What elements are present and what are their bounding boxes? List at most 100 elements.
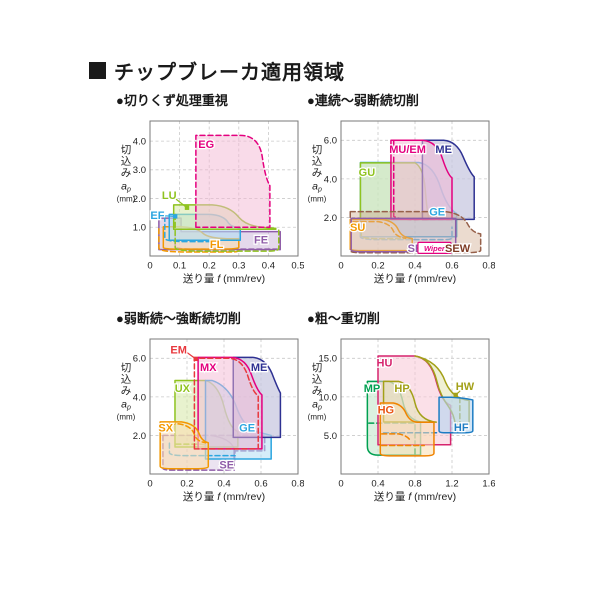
chart-block-continuous: ●連続〜弱断続切削 2.0 4.0 6.0 0 0.2 0.4 0.6 0.8 送り量 f (m… (305, 90, 496, 286)
x-tick-label: 0 (338, 261, 343, 272)
label-marker-HW (453, 392, 458, 398)
label-MX: MX (200, 362, 217, 374)
label-marker-LU (184, 205, 190, 210)
plot-border (149, 120, 299, 257)
x-tick-label: 0 (147, 479, 152, 490)
x-tick-label: 0.8 (482, 261, 495, 272)
y-tick-label: 4.0 (133, 392, 146, 403)
plot-border (340, 338, 490, 475)
label-GE: GE (429, 207, 445, 219)
label-GU: GU (359, 167, 376, 179)
chart-canvas-heavy: 5.0 10.0 15.0 0 0.4 0.8 1.2 1.6 送り量 f (mm/rev) 切込… (308, 338, 495, 503)
chart-canvas-continuous: 2.0 4.0 6.0 0 0.2 0.4 0.6 0.8 送り量 f (mm/rev) 切込みa… (308, 120, 495, 285)
chart-canvas-interrupted: 2.0 4.0 6.0 0 0.2 0.4 0.6 0.8 送り量 f (mm/rev) 切込みa… (117, 338, 304, 503)
y-axis-title-char: 切 (121, 362, 132, 374)
region-MX (197, 356, 263, 450)
y-axis-title-char: 込 (121, 156, 132, 168)
y-tick-label: 2.0 (133, 194, 146, 205)
y-tick-label: 3.0 (133, 165, 146, 176)
x-axis-title: 送り量 f (mm/rev) (374, 490, 456, 503)
title-square-icon (89, 62, 106, 79)
x-tick-label: 0.2 (180, 479, 193, 490)
region-SX-dashed (161, 423, 207, 444)
x-tick-label: 0.4 (217, 479, 230, 490)
y-tick-label: 6.0 (133, 354, 146, 365)
y-axis-unit: (mm) (117, 195, 136, 204)
y-axis-unit: (mm) (308, 413, 327, 422)
label-marker-EM (193, 356, 198, 362)
y-axis-symbol: ap (121, 399, 131, 412)
label-SU: SU (350, 222, 365, 234)
label-UX: UX (175, 383, 191, 395)
x-axis-title: 送り量 f (mm/rev) (183, 490, 265, 503)
y-tick-label: 4.0 (324, 174, 337, 185)
region-HG-dashed (380, 433, 425, 447)
x-tick-label: 0.4 (408, 261, 421, 272)
label-ME: ME (251, 362, 268, 374)
region-HG (379, 402, 435, 457)
plot-border (149, 338, 299, 475)
y-axis-title-char: み (312, 167, 323, 179)
label-LU: LU (162, 190, 177, 202)
label-Wiper: Wiper (424, 244, 446, 253)
y-tick-label: 1.0 (133, 223, 146, 234)
label-HF: HF (454, 422, 469, 434)
label-HW: HW (456, 381, 475, 393)
x-tick-label: 0 (147, 261, 152, 272)
chart-subtitle-chip-control: ●切りくず処理重視 (116, 93, 228, 108)
label-SE: SE (219, 459, 234, 471)
label-FL: FL (210, 239, 224, 251)
x-tick-label: 0.6 (445, 261, 458, 272)
charts-grid: ●切りくず処理重視 1.0 2.0 3.0 4.0 0 0.1 0.2 0.3 0.4 0.5 送り… (114, 90, 496, 504)
y-tick-label: 2.0 (324, 213, 337, 224)
x-tick-label: 0.5 (291, 261, 304, 272)
label-HU: HU (377, 358, 393, 370)
label-HG: HG (378, 405, 395, 417)
label-SX: SX (158, 423, 173, 435)
region-MU/EM (390, 139, 453, 221)
chart-subtitle-heavy: ●粗〜重切削 (307, 311, 380, 326)
label-ME: ME (435, 144, 452, 156)
y-axis-unit: (mm) (308, 195, 327, 204)
y-axis-symbol: ap (312, 181, 322, 194)
x-tick-label: 0 (338, 479, 343, 490)
y-tick-label: 10.0 (319, 392, 338, 403)
label-HP: HP (394, 383, 409, 395)
y-axis-title-char: み (121, 385, 132, 397)
label-badge-Wiper (417, 241, 452, 254)
region-HF (438, 396, 474, 434)
plot-border (340, 120, 490, 257)
x-tick-label: 0.1 (173, 261, 186, 272)
region-SX (159, 421, 210, 470)
chart-canvas-chip-control: 1.0 2.0 3.0 4.0 0 0.1 0.2 0.3 0.4 0.5 送り量 f (mm/re… (117, 120, 304, 285)
y-axis-symbol: ap (312, 399, 322, 412)
chart-block-chip-control: ●切りくず処理重視 1.0 2.0 3.0 4.0 0 0.1 0.2 0.3 0.4 0.5 送り… (114, 90, 305, 286)
label-FE: FE (254, 234, 268, 246)
x-tick-label: 0.4 (371, 479, 384, 490)
x-tick-label: 0.4 (262, 261, 275, 272)
y-axis-title-char: 込 (312, 374, 323, 386)
x-tick-label: 1.2 (445, 479, 458, 490)
y-axis-unit: (mm) (117, 413, 136, 422)
chart-block-interrupted: ●弱断続〜強断続切削 2.0 4.0 6.0 0 0.2 0.4 0.6 0.8 送り量 f (… (114, 308, 305, 504)
y-axis-title-char: 込 (121, 374, 132, 386)
label-EG: EG (198, 139, 214, 151)
x-axis-title: 送り量 f (mm/rev) (374, 272, 456, 285)
region-EG (195, 134, 271, 229)
y-tick-label: 5.0 (324, 431, 337, 442)
x-tick-label: 1.6 (482, 479, 495, 490)
label-MU/EM: MU/EM (389, 144, 426, 156)
label-EF: EF (150, 210, 164, 222)
y-tick-label: 15.0 (319, 354, 338, 365)
y-axis-title-char: 込 (312, 156, 323, 168)
region-EF-dashed (164, 215, 222, 243)
y-tick-label: 6.0 (324, 136, 337, 147)
x-tick-label: 0.6 (254, 479, 267, 490)
label-SEW: SEW (445, 243, 471, 255)
y-axis-symbol: ap (121, 181, 131, 194)
label-GE: GE (239, 423, 255, 435)
y-tick-label: 2.0 (133, 431, 146, 442)
figure-title-row: チップブレーカ適用領域 (89, 56, 345, 85)
label-MP: MP (364, 383, 381, 395)
chart-subtitle-interrupted: ●弱断続〜強断続切削 (116, 311, 241, 326)
